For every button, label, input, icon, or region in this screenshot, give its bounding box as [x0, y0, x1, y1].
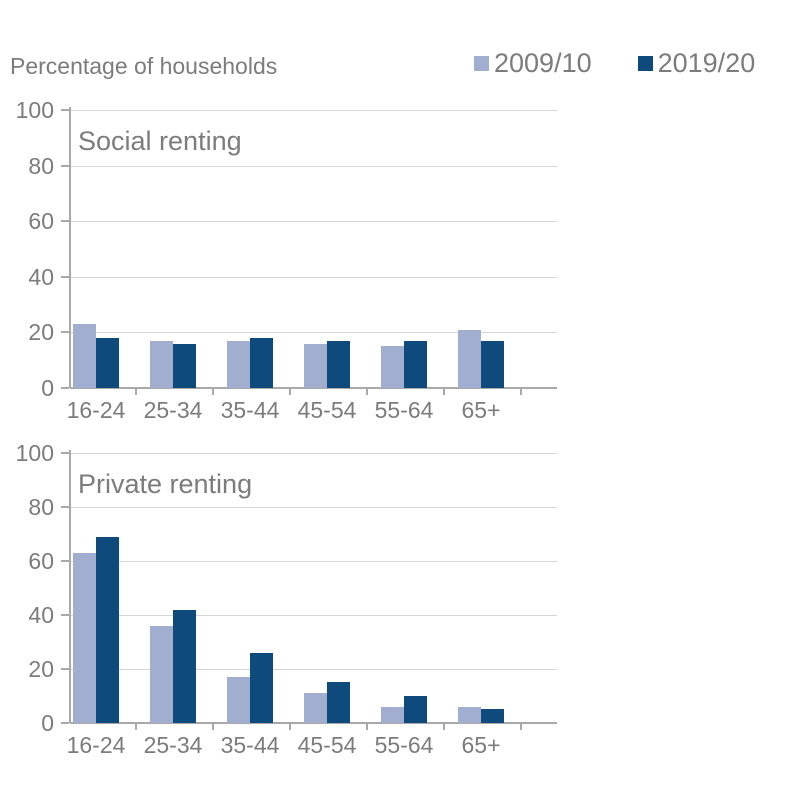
gridline-80	[70, 165, 557, 167]
legend-swatch-2019-20	[637, 56, 653, 71]
x-tick	[519, 389, 522, 395]
x-tick	[134, 389, 137, 395]
y-axis-line	[69, 450, 71, 723]
gridline-100	[70, 110, 557, 111]
y-axis-label: 80	[28, 494, 54, 520]
y-tick-0	[61, 722, 69, 724]
x-axis-label-16-24: 16-24	[66, 397, 126, 423]
bar-2009-10-45-54	[304, 693, 327, 723]
y-tick-20	[61, 331, 69, 334]
x-axis-label-35-44: 35-44	[220, 397, 280, 423]
bar-2009-10-25-34	[150, 341, 173, 388]
x-axis-line	[70, 722, 557, 724]
legend-label-2019-20: 2019/20	[657, 48, 756, 78]
x-tick	[442, 724, 445, 730]
y-tick-80	[61, 506, 69, 508]
gridline-60	[70, 561, 557, 562]
y-axis-label: 20	[28, 656, 54, 682]
x-tick	[211, 724, 214, 730]
y-tick-60	[61, 560, 69, 562]
bar-2019-20-55-64	[404, 341, 427, 388]
x-tick	[442, 389, 445, 395]
bar-2019-20-55-64	[404, 696, 427, 723]
y-axis-line	[69, 107, 71, 388]
gridline-80	[70, 507, 557, 508]
x-axis-label-65+: 65+	[461, 732, 501, 758]
chart-panel-title: Private renting	[78, 469, 253, 499]
y-tick-100	[61, 109, 69, 111]
y-tick-40	[61, 614, 69, 616]
gridline-40	[70, 276, 557, 278]
gridline-20	[70, 332, 557, 334]
legend-label-2009-10: 2009/10	[494, 48, 592, 78]
bar-2019-20-25-34	[173, 344, 196, 388]
bar-2019-20-35-44	[250, 338, 273, 388]
x-axis-label-25-34: 25-34	[143, 732, 203, 758]
x-axis-label-45-54: 45-54	[297, 397, 357, 423]
bar-2009-10-45-54	[304, 344, 327, 388]
bar-2009-10-35-44	[227, 677, 250, 723]
x-tick	[288, 724, 291, 730]
chart-panel-title: Social renting	[78, 126, 242, 156]
x-tick	[365, 724, 368, 730]
gridline-20	[70, 669, 557, 670]
x-axis-label-55-64: 55-64	[374, 732, 434, 758]
y-axis-label: 0	[41, 375, 54, 401]
x-tick	[365, 389, 368, 395]
y-axis-label: 60	[28, 548, 54, 574]
bar-2019-20-25-34	[173, 610, 196, 723]
legend-item-2019-20: 2019/20	[637, 48, 756, 79]
bar-2009-10-35-44	[227, 341, 250, 388]
bar-2009-10-65+	[458, 707, 481, 723]
legend-item-2009-10: 2009/10	[474, 48, 592, 79]
figure-title: Percentage of households	[10, 53, 278, 79]
bar-2009-10-55-64	[381, 346, 404, 388]
bar-2009-10-65+	[458, 330, 481, 388]
bar-2019-20-65+	[481, 341, 504, 388]
x-axis-label-55-64: 55-64	[374, 397, 434, 423]
x-axis-label-65+: 65+	[461, 397, 501, 423]
gridline-40	[70, 615, 557, 616]
y-axis-label: 20	[28, 319, 54, 346]
bar-2019-20-45-54	[327, 341, 350, 388]
y-axis-label: 60	[28, 208, 54, 235]
x-tick	[134, 724, 137, 730]
bar-2019-20-65+	[481, 709, 504, 723]
bar-2019-20-16-24	[96, 338, 119, 388]
y-axis-label: 40	[28, 602, 54, 628]
x-tick	[211, 389, 214, 395]
y-axis-label: 40	[28, 263, 54, 290]
x-axis-label-25-34: 25-34	[143, 397, 203, 423]
gridline-60	[70, 221, 557, 223]
bar-2019-20-16-24	[96, 537, 119, 723]
bar-2009-10-16-24	[73, 324, 96, 388]
bar-2019-20-35-44	[250, 653, 273, 723]
x-axis-label-45-54: 45-54	[297, 732, 357, 758]
y-tick-0	[61, 387, 69, 389]
bar-2009-10-25-34	[150, 626, 173, 723]
bar-2009-10-16-24	[73, 553, 96, 723]
legend-swatch-2009-10	[474, 56, 489, 71]
gridline-100	[70, 453, 557, 454]
x-axis-label-16-24: 16-24	[66, 732, 126, 758]
x-axis-label-35-44: 35-44	[220, 732, 280, 758]
x-tick	[519, 724, 522, 730]
bar-2019-20-45-54	[327, 682, 350, 723]
x-tick	[288, 389, 291, 395]
bar-2009-10-55-64	[381, 707, 404, 723]
legend: 2009/10 2019/20	[474, 48, 755, 79]
y-axis-label: 100	[15, 97, 54, 123]
y-axis-label: 80	[28, 152, 54, 179]
y-tick-100	[61, 452, 69, 454]
y-tick-60	[61, 220, 69, 223]
y-axis-label: 100	[15, 440, 54, 466]
y-tick-20	[61, 668, 69, 670]
x-axis-line	[70, 387, 557, 389]
y-tick-80	[61, 164, 69, 167]
y-tick-40	[61, 275, 69, 278]
y-axis-label: 0	[41, 710, 54, 736]
